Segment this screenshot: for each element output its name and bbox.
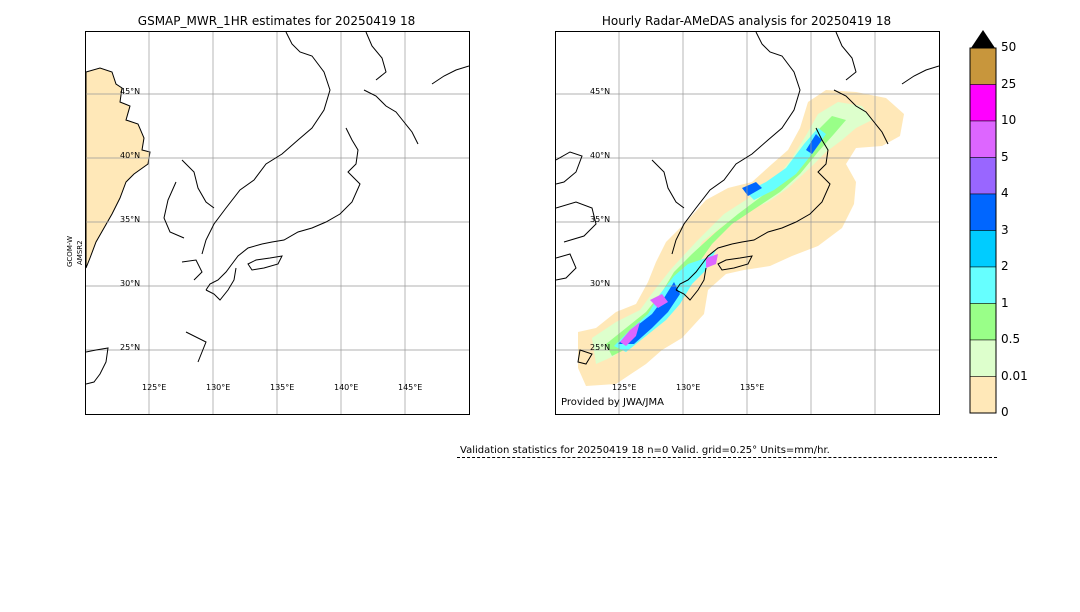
colorbar-outline [969,47,997,414]
colorbar-segment [969,47,997,85]
right-map-svg: 45°N 40°N 35°N 30°N 25°N 125°E 130°E 135… [556,32,939,414]
colorbar-tick-label: 3 [1001,222,1009,237]
right-lat-label: 40°N [590,151,610,160]
colorbar-segment [969,339,997,377]
right-lon-label: 130°E [676,383,700,392]
right-lat-label: 30°N [590,279,610,288]
right-coastline [556,32,939,365]
left-coastline [86,32,469,385]
colorbar-segment [969,84,997,122]
left-lat-label: 35°N [120,215,140,224]
colorbar [969,30,997,414]
colorbar-extend-triangle [971,30,995,48]
left-side-label-satellite: GCOM-W [66,235,74,267]
colorbar-segment [969,157,997,195]
radar-very-heavy-rain [618,134,822,344]
colorbar-tick-label: 4 [1001,186,1009,200]
left-lon-labels: 125°E 130°E 135°E 140°E 145°E [142,383,422,392]
colorbar-segment [969,376,997,414]
colorbar-segment [969,193,997,231]
left-lon-label: 135°E [270,383,294,392]
right-lon-label: 125°E [612,383,636,392]
colorbar-tick-label: 5 [1001,149,1009,164]
colorbar-tick-label: 0.01 [1001,368,1028,383]
left-panel-title: GSMAP_MWR_1HR estimates for 20250419 18 [137,14,416,28]
colorbar-segment [969,266,997,304]
left-lat-labels: 45°N 40°N 35°N 30°N 25°N [120,87,140,352]
left-swath-shading [86,67,151,269]
colorbar-segment [969,120,997,158]
validation-divider [457,457,997,458]
colorbar-tick-label: 0 [1001,405,1009,419]
colorbar-tick-label: 2 [1001,259,1009,273]
data-credit: Provided by JWA/JMA [561,397,664,408]
colorbar-segment [969,230,997,268]
colorbar-tick-label: 0.5 [1001,332,1021,346]
right-panel-title: Hourly Radar-AMeDAS analysis for 2025041… [601,14,892,28]
right-lat-label: 45°N [590,87,610,96]
right-map: 45°N 40°N 35°N 30°N 25°N 125°E 130°E 135… [555,31,940,415]
colorbar-tick-label: 50 [1001,40,1017,54]
colorbar-segments [969,47,997,414]
colorbar-tick-label: 10 [1001,113,1017,127]
left-lat-label: 25°N [120,343,140,352]
left-lon-label: 130°E [206,383,230,392]
left-lon-label: 125°E [142,383,166,392]
colorbar-tick-label: 25 [1001,76,1017,91]
left-lat-label: 30°N [120,279,140,288]
right-lat-label: 35°N [590,215,610,224]
left-map: 45°N 40°N 35°N 30°N 25°N 125°E 130°E 135… [85,31,470,415]
left-graticule [86,32,469,414]
right-lon-labels: 125°E 130°E 135°E [612,383,764,392]
left-map-svg: 45°N 40°N 35°N 30°N 25°N 125°E 130°E 135… [86,32,469,414]
right-lat-labels: 45°N 40°N 35°N 30°N 25°N [590,87,610,352]
right-lon-label: 135°E [740,383,764,392]
colorbar-tick-label: 1 [1001,295,1009,310]
left-lon-label: 140°E [334,383,358,392]
left-side-label-sensor: AMSR2 [76,240,84,265]
left-lat-label: 40°N [120,151,140,160]
right-graticule [556,32,939,414]
validation-statistics: Validation statistics for 20250419 18 n=… [460,445,830,456]
left-lat-label: 45°N [120,87,140,96]
radar-intense-core [620,254,718,346]
left-lon-label: 145°E [398,383,422,392]
right-lat-label: 25°N [590,343,610,352]
colorbar-segment [969,303,997,341]
